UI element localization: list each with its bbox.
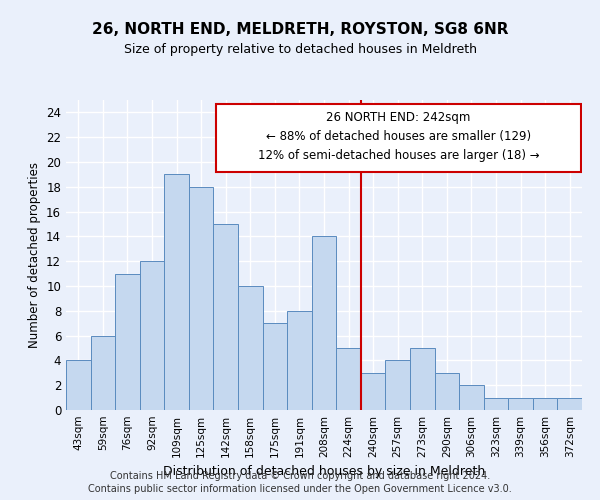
Bar [312, 236, 336, 410]
Bar [263, 323, 287, 410]
Text: Size of property relative to detached houses in Meldreth: Size of property relative to detached ho… [124, 42, 476, 56]
Bar [385, 360, 410, 410]
Bar [214, 224, 238, 410]
Bar [140, 261, 164, 410]
Bar [533, 398, 557, 410]
Bar [459, 385, 484, 410]
Text: 26, NORTH END, MELDRETH, ROYSTON, SG8 6NR: 26, NORTH END, MELDRETH, ROYSTON, SG8 6N… [92, 22, 508, 38]
Bar [216, 104, 581, 172]
Bar [115, 274, 140, 410]
X-axis label: Distribution of detached houses by size in Meldreth: Distribution of detached houses by size … [163, 466, 485, 478]
Bar [484, 398, 508, 410]
Bar [189, 187, 214, 410]
Bar [410, 348, 434, 410]
Bar [91, 336, 115, 410]
Text: 12% of semi-detached houses are larger (18) →: 12% of semi-detached houses are larger (… [257, 148, 539, 162]
Bar [238, 286, 263, 410]
Bar [361, 373, 385, 410]
Text: 26 NORTH END: 242sqm: 26 NORTH END: 242sqm [326, 112, 470, 124]
Bar [557, 398, 582, 410]
Text: ← 88% of detached houses are smaller (129): ← 88% of detached houses are smaller (12… [266, 130, 531, 143]
Bar [336, 348, 361, 410]
Bar [508, 398, 533, 410]
Text: Contains HM Land Registry data © Crown copyright and database right 2024.: Contains HM Land Registry data © Crown c… [110, 471, 490, 481]
Y-axis label: Number of detached properties: Number of detached properties [28, 162, 41, 348]
Bar [66, 360, 91, 410]
Text: Contains public sector information licensed under the Open Government Licence v3: Contains public sector information licen… [88, 484, 512, 494]
Bar [434, 373, 459, 410]
Bar [287, 311, 312, 410]
Bar [164, 174, 189, 410]
